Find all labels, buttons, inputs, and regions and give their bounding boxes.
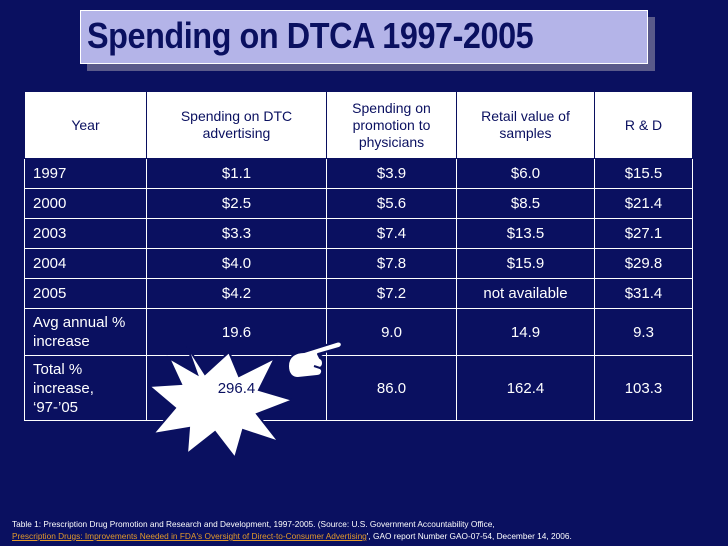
table-row: 1997 $1.1 $3.9 $6.0 $15.5 — [24, 158, 693, 189]
header-promotion-to-physicians: Spending on promotion to physicians — [326, 91, 457, 159]
table-cell: $31.4 — [594, 278, 693, 309]
caption-line-1: Table 1: Prescription Drug Promotion and… — [12, 519, 495, 529]
title-box: Spending on DTCA 1997-2005 — [80, 10, 648, 64]
table-cell: $21.4 — [594, 188, 693, 219]
table-cell: $15.5 — [594, 158, 693, 189]
row-label: 2003 — [24, 218, 147, 249]
table-cell: $1.1 — [146, 158, 327, 189]
row-label: 2000 — [24, 188, 147, 219]
header-retail-value-samples: Retail value of samples — [456, 91, 595, 159]
table-cell: $3.9 — [326, 158, 457, 189]
table-cell: $15.9 — [456, 248, 595, 279]
table-row: Avg annual % increase 19.6 9.0 14.9 9.3 — [24, 308, 693, 356]
table-cell: $27.1 — [594, 218, 693, 249]
slide-title: Spending on DTCA 1997-2005 — [87, 15, 534, 56]
table-cell: 9.0 — [326, 308, 457, 356]
table-cell: $4.0 — [146, 248, 327, 279]
table-cell: $6.0 — [456, 158, 595, 189]
table-cell: $13.5 — [456, 218, 595, 249]
spending-table: Year Spending on DTC advertising Spendin… — [24, 91, 693, 421]
row-label: 2005 — [24, 278, 147, 309]
table-row: Total % increase, ‘97-’05 296.4 86.0 162… — [24, 355, 693, 421]
highlighted-value: 296.4 — [217, 379, 256, 397]
row-label: 2004 — [24, 248, 147, 279]
table-cell: not available — [456, 278, 595, 309]
header-year: Year — [24, 91, 147, 159]
table-cell: 14.9 — [456, 308, 595, 356]
table-cell: $29.8 — [594, 248, 693, 279]
header-dtc-advertising: Spending on DTC advertising — [146, 91, 327, 159]
table-row: 2003 $3.3 $7.4 $13.5 $27.1 — [24, 218, 693, 249]
table-cell: 86.0 — [326, 355, 457, 421]
table-header-row: Year Spending on DTC advertising Spendin… — [24, 91, 693, 159]
row-label: 1997 — [24, 158, 147, 189]
table-cell: $5.6 — [326, 188, 457, 219]
table-cell: $8.5 — [456, 188, 595, 219]
table-cell: $3.3 — [146, 218, 327, 249]
table-row: 2004 $4.0 $7.8 $15.9 $29.8 — [24, 248, 693, 279]
caption-line-2: Prescription Drugs: Improvements Needed … — [12, 530, 572, 542]
table-cell: $4.2 — [146, 278, 327, 309]
source-caption: Table 1: Prescription Drug Promotion and… — [12, 518, 572, 542]
table-cell: $7.4 — [326, 218, 457, 249]
row-label: Total % increase, ‘97-’05 — [24, 355, 147, 421]
table-cell: 162.4 — [456, 355, 595, 421]
table-cell: 9.3 — [594, 308, 693, 356]
table-row: 2005 $4.2 $7.2 not available $31.4 — [24, 278, 693, 309]
table-cell: $2.5 — [146, 188, 327, 219]
table-cell: $7.8 — [326, 248, 457, 279]
row-label: Avg annual % increase — [24, 308, 147, 356]
caption-line-2-rest: ', GAO report Number GAO-07-54, December… — [366, 531, 572, 541]
table-cell: 103.3 — [594, 355, 693, 421]
table-cell-highlighted: 296.4 — [146, 355, 327, 421]
table-cell: $7.2 — [326, 278, 457, 309]
table-cell: 19.6 — [146, 308, 327, 356]
header-r-and-d: R & D — [594, 91, 693, 159]
table-row: 2000 $2.5 $5.6 $8.5 $21.4 — [24, 188, 693, 219]
gao-report-link[interactable]: Prescription Drugs: Improvements Needed … — [12, 531, 367, 541]
